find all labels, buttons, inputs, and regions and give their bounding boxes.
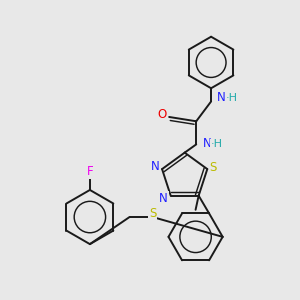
Text: O: O: [157, 108, 167, 121]
Text: N: N: [217, 91, 226, 104]
Text: N: N: [150, 160, 159, 173]
Text: ·H: ·H: [226, 93, 238, 103]
Text: N: N: [202, 137, 211, 150]
Text: S: S: [209, 161, 217, 174]
Text: ·H: ·H: [211, 140, 223, 149]
Text: S: S: [149, 207, 156, 220]
Text: F: F: [87, 165, 93, 178]
Text: N: N: [159, 192, 168, 205]
